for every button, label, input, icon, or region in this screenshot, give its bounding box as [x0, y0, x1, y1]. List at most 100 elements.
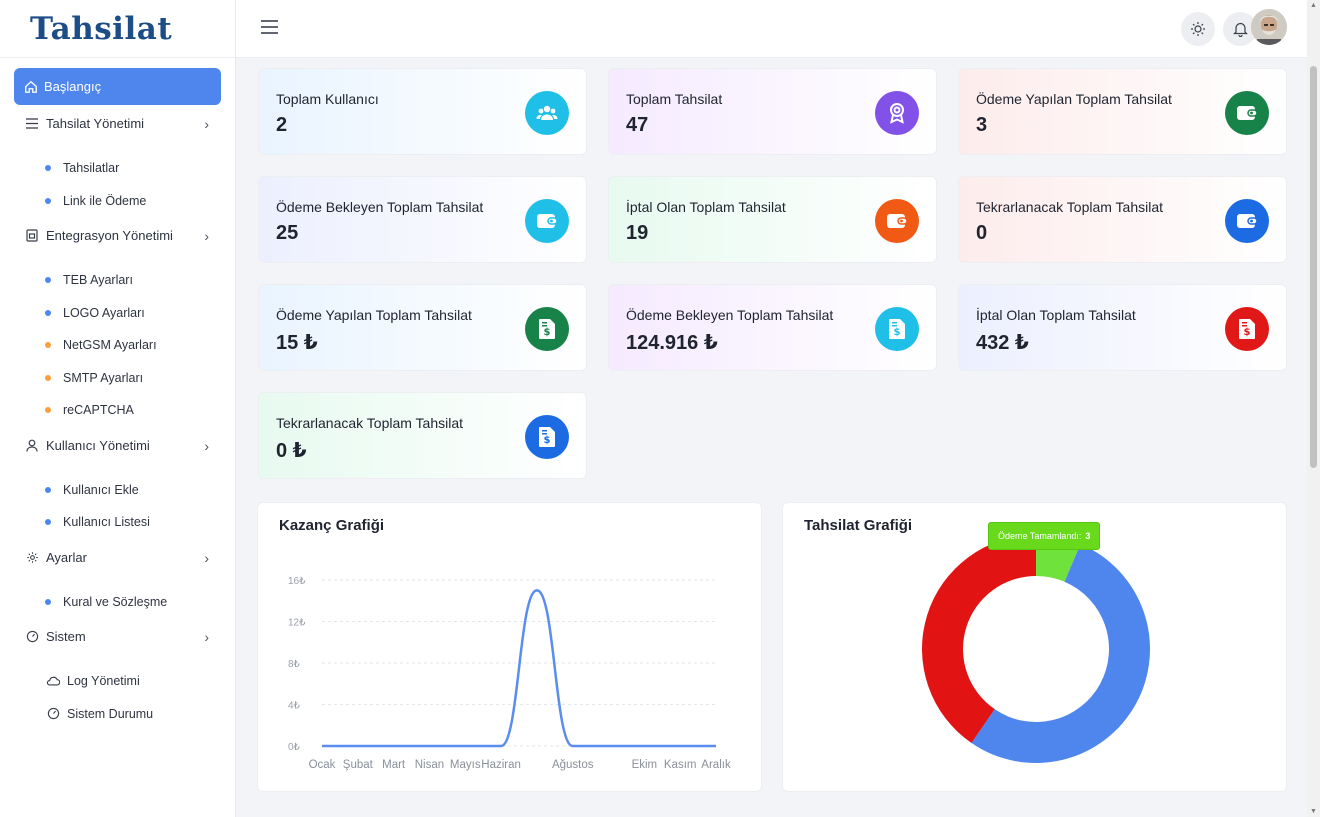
hamburger-menu-icon[interactable] [260, 19, 280, 39]
sidebar-item-label: Tahsilatlar [63, 161, 120, 176]
donut-slice[interactable] [971, 544, 1150, 763]
sidebar-item-label: NetGSM Ayarları [63, 338, 157, 353]
scroll-thumb[interactable] [1310, 66, 1317, 468]
logo-text: Tahsilat [30, 10, 173, 47]
bullet-icon [45, 309, 51, 316]
sidebar-item-log[interactable]: Log Yönetimi [14, 665, 221, 698]
menu-lines-icon [25, 117, 39, 131]
stat-card-label: Ödeme Yapılan Toplam Tahsilat [276, 307, 472, 323]
stat-card[interactable]: Ödeme Yapılan Toplam Tahsilat 15 ₺ $ [258, 284, 587, 371]
sidebar-item-add-user[interactable]: Kullanıcı Ekle [14, 474, 221, 507]
x-tick-label: Kasım [664, 759, 697, 771]
sun-icon [1191, 22, 1205, 36]
sidebar-item-logo-settings[interactable]: LOGO Ayarları [14, 297, 221, 330]
invoice-icon: $ [875, 307, 919, 351]
scroll-up-icon[interactable]: ▲ [1310, 2, 1317, 9]
sidebar-group-label: Kullanıcı Yönetimi [46, 437, 150, 453]
donut-slice[interactable] [922, 535, 1036, 743]
sidebar-item-label: Kural ve Sözleşme [63, 594, 168, 609]
x-tick-label: Nisan [415, 759, 444, 771]
x-tick-label: Haziran [481, 759, 521, 771]
invoice-icon: $ [525, 415, 569, 459]
bullet-icon [45, 342, 51, 349]
stat-card[interactable]: Toplam Tahsilat 47 [608, 68, 937, 155]
y-tick-label: 0₺ [288, 742, 301, 753]
tooltip-label: Ödeme Tamamlandı: [998, 531, 1082, 541]
logo[interactable]: Tahsilat [0, 0, 235, 58]
stat-card[interactable]: Ödeme Yapılan Toplam Tahsilat 3 [958, 68, 1287, 155]
top-header [236, 0, 1307, 58]
avatar[interactable] [1251, 9, 1287, 45]
stat-card-value: 25 [276, 222, 299, 244]
x-tick-label: Ağustos [552, 759, 594, 771]
bell-icon [1232, 22, 1248, 37]
sidebar-item-smtp[interactable]: SMTP Ayarları [14, 362, 221, 395]
sidebar-group-collections[interactable]: Tahsilat Yönetimi › [14, 105, 221, 142]
gear-icon [25, 550, 39, 564]
invoice-icon: $ [1225, 307, 1269, 351]
sidebar-item-collections[interactable]: Tahsilatlar [14, 152, 221, 185]
stat-card-value: 0 ₺ [276, 440, 307, 462]
bullet-icon [45, 165, 51, 172]
svg-text:$: $ [1244, 327, 1251, 338]
chevron-right-icon: › [204, 549, 209, 566]
sidebar-group-integrations[interactable]: Entegrasyon Yönetimi › [14, 217, 221, 254]
sidebar-item-label: Sistem Durumu [67, 706, 154, 721]
users-icon [525, 91, 569, 135]
award-icon [875, 91, 919, 135]
bullet-icon [45, 197, 51, 204]
sidebar: Tahsilat Başlangıç Tahsilat Yönetimi › T… [0, 0, 236, 817]
sidebar-item-label: Başlangıç [44, 79, 102, 94]
sidebar-item-dashboard[interactable]: Başlangıç [14, 68, 221, 105]
bullet-icon [45, 407, 51, 414]
stat-card[interactable]: Tekrarlanacak Toplam Tahsilat 0 [958, 176, 1287, 263]
svg-text:$: $ [894, 327, 901, 338]
sidebar-group-system[interactable]: Sistem › [14, 618, 221, 655]
sidebar-item-terms[interactable]: Kural ve Sözleşme [14, 586, 221, 619]
earnings-series-line[interactable] [322, 589, 716, 748]
sidebar-item-label: reCAPTCHA [63, 403, 134, 418]
stat-card-value: 2 [276, 114, 288, 136]
bullet-icon [45, 374, 51, 381]
sidebar-item-system-status[interactable]: Sistem Durumu [14, 698, 221, 731]
sidebar-item-label: Kullanıcı Ekle [63, 482, 139, 497]
sidebar-group-settings[interactable]: Ayarlar › [14, 539, 221, 576]
chevron-right-icon: › [204, 228, 209, 244]
chevron-right-icon: › [204, 629, 209, 645]
x-tick-label: Mart [382, 759, 406, 771]
page-scrollbar[interactable]: ▲ ▼ [1307, 0, 1320, 817]
sidebar-item-recaptcha[interactable]: reCAPTCHA [14, 394, 221, 427]
stat-card[interactable]: İptal Olan Toplam Tahsilat 432 ₺ $ [958, 284, 1287, 371]
sidebar-item-label: Log Yönetimi [67, 674, 140, 689]
stat-card[interactable]: Ödeme Bekleyen Toplam Tahsilat 25 [258, 176, 587, 263]
wallet-icon [1225, 91, 1269, 135]
stat-card[interactable]: Ödeme Bekleyen Toplam Tahsilat 124.916 ₺ $ [608, 284, 937, 371]
sidebar-group-label: Sistem [46, 629, 86, 644]
scroll-down-icon[interactable]: ▼ [1310, 808, 1317, 815]
sidebar-item-teb[interactable]: TEB Ayarları [14, 264, 221, 297]
sidebar-item-label: TEB Ayarları [63, 273, 133, 288]
gauge-icon [25, 630, 39, 644]
stat-card[interactable]: İptal Olan Toplam Tahsilat 19 [608, 176, 937, 263]
svg-text:$: $ [544, 435, 551, 446]
earnings-line-chart[interactable]: 0₺ 4₺ 8₺ 12₺ 16₺ Ocak Şubat Mart Nisan Mayıs Hazir… [258, 503, 763, 793]
stat-card-value: 3 [976, 114, 988, 136]
home-icon [25, 80, 37, 93]
sidebar-item-user-list[interactable]: Kullanıcı Listesi [14, 506, 221, 539]
x-tick-label: Ekim [632, 759, 658, 771]
sidebar-group-label: Entegrasyon Yönetimi [46, 228, 173, 243]
sidebar-item-label: LOGO Ayarları [63, 305, 145, 320]
stat-card-value: 47 [626, 114, 649, 136]
sidebar-item-netgsm[interactable]: NetGSM Ayarları [14, 329, 221, 362]
sidebar-group-users[interactable]: Kullanıcı Yönetimi › [14, 427, 221, 464]
stat-card-label: İptal Olan Toplam Tahsilat [976, 307, 1136, 323]
theme-toggle-button[interactable] [1181, 12, 1215, 46]
stat-card-label: İptal Olan Toplam Tahsilat [626, 199, 786, 215]
x-tick-label: Ocak [309, 759, 336, 771]
sidebar-item-link-payment[interactable]: Link ile Ödeme [14, 185, 221, 218]
stat-card-value: 124.916 ₺ [626, 332, 718, 354]
stat-card-label: Toplam Tahsilat [626, 91, 723, 107]
stat-card-label: Toplam Kullanıcı [276, 91, 379, 107]
stat-card[interactable]: Tekrarlanacak Toplam Tahsilat 0 ₺ $ [258, 392, 587, 479]
stat-card[interactable]: Toplam Kullanıcı 2 [258, 68, 587, 155]
